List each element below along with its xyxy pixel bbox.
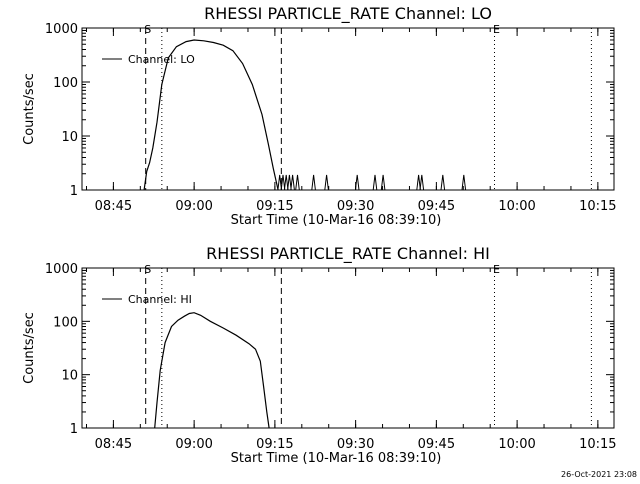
lo-spike: [416, 174, 421, 191]
hi-xtick-label: 09:00: [175, 437, 212, 452]
hi-x-axis-label: Start Time (10-Mar-16 08:39:10): [231, 451, 442, 466]
hi-marker-label: S: [144, 263, 151, 276]
hi-ytick-label: 10: [61, 369, 78, 384]
lo-spike: [354, 174, 360, 191]
lo-spike: [287, 174, 292, 191]
lo-ytick-label: 1: [70, 184, 78, 199]
lo-spike: [283, 174, 289, 191]
lo-xtick-label: 08:45: [95, 199, 132, 214]
hi-ytick-label: 1: [70, 422, 78, 437]
lo-y-axis-label: Counts/sec: [22, 73, 37, 145]
hi-marker-label: E: [493, 263, 500, 276]
lo-marker-label: S: [144, 23, 151, 36]
hi-xtick-label: 09:30: [337, 437, 374, 452]
lo-ytick-label: 1000: [45, 22, 78, 37]
hi-chart-title: RHESSI PARTICLE_RATE Channel: HI: [206, 244, 490, 264]
footer-timestamp: 26-Oct-2021 23:08: [561, 470, 637, 479]
lo-chart-title: RHESSI PARTICLE_RATE Channel: LO: [204, 4, 492, 24]
lo-spike: [277, 174, 282, 191]
lo-series-line: [143, 39, 279, 191]
hi-ytick-label: 100: [53, 315, 78, 330]
hi-xtick-label: 09:45: [418, 437, 455, 452]
lo-panel: RHESSI PARTICLE_RATE Channel: LO 1 10 100 10…: [22, 4, 617, 228]
hi-panel: RHESSI PARTICLE_RATE Channel: HI 1 10 100 10…: [22, 244, 617, 466]
lo-spike: [440, 174, 446, 191]
lo-spike: [461, 174, 467, 191]
lo-xtick-label: 09:30: [337, 199, 374, 214]
hi-xtick-label: 09:15: [256, 437, 293, 452]
hi-ytick-label: 1000: [45, 262, 78, 277]
lo-spike: [311, 174, 316, 191]
lo-spike: [380, 174, 386, 191]
lo-ytick-label: 10: [61, 130, 78, 145]
lo-legend-label: Channel: LO: [128, 53, 195, 66]
hi-y-axis-label: Counts/sec: [22, 312, 37, 384]
lo-spike: [295, 174, 300, 191]
lo-xtick-label: 10:15: [579, 199, 616, 214]
lo-spike: [324, 174, 329, 191]
hi-xtick-label: 10:00: [498, 437, 535, 452]
lo-plot-frame: [81, 27, 615, 191]
lo-xtick-label: 09:45: [418, 199, 455, 214]
lo-spike: [419, 174, 425, 191]
lo-spike: [290, 174, 295, 191]
hi-xtick-label: 08:45: [95, 437, 132, 452]
lo-marker-label: E: [493, 23, 500, 36]
lo-ytick-label: 100: [53, 76, 78, 91]
lo-xtick-label: 09:00: [175, 199, 212, 214]
hi-plot-frame: [81, 267, 615, 429]
lo-xtick-label: 10:00: [498, 199, 535, 214]
lo-x-axis-label: Start Time (10-Mar-16 08:39:10): [231, 213, 442, 228]
lo-spike: [280, 174, 286, 191]
lo-xtick-label: 09:15: [256, 199, 293, 214]
hi-series-line: [154, 312, 270, 429]
hi-legend-label: Channel: HI: [128, 293, 192, 306]
hi-xtick-label: 10:15: [579, 437, 616, 452]
lo-spike: [372, 174, 378, 191]
